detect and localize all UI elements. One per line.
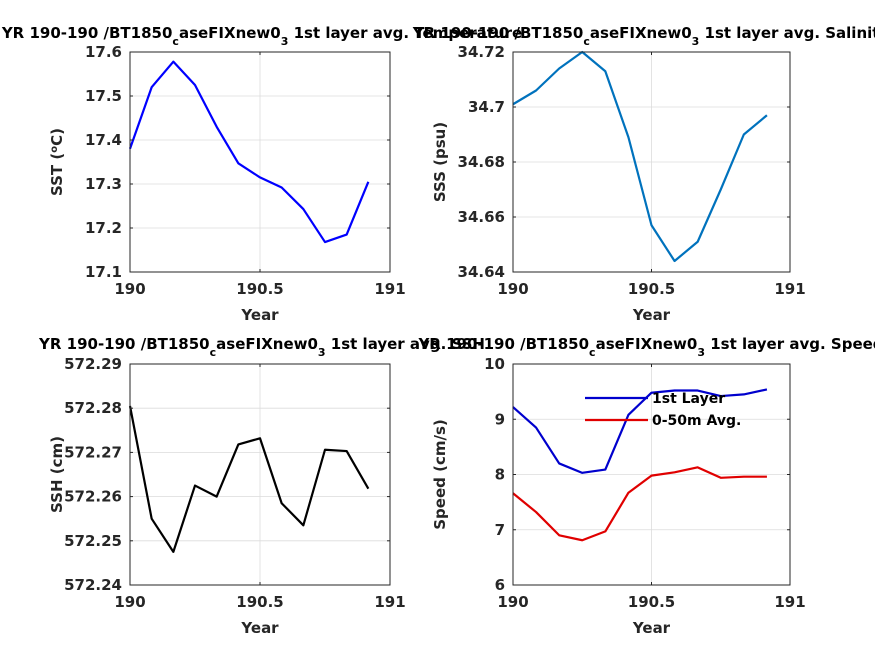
x-tick-label: 190.5 xyxy=(236,280,283,298)
title-part: aseFIXnew0 xyxy=(596,335,698,353)
series-line-1 xyxy=(128,60,370,244)
series-line-1 xyxy=(128,405,370,553)
grid xyxy=(512,51,791,273)
y-tick-label: 6 xyxy=(495,576,505,594)
grid xyxy=(129,363,391,586)
y-tick-label: 572.25 xyxy=(64,532,122,550)
y-tick-label: 8 xyxy=(495,466,505,484)
y-axis-label: SST (oC) xyxy=(48,128,66,196)
x-tick-label: 190.5 xyxy=(628,280,675,298)
chart-panel-4: 190 190.5 191 6 7 8 9 10 Year Speed (cm/s) YR 190-… xyxy=(417,335,875,637)
y-tick-label: 17.3 xyxy=(85,175,122,193)
legend: 1st Layer 0-50m Avg. xyxy=(585,391,741,429)
y-axis-label-superscript: o xyxy=(49,146,60,153)
title-subscript: 3 xyxy=(692,35,700,48)
y-tick-label: 572.27 xyxy=(64,443,122,461)
title-part: aseFIXnew0 xyxy=(590,24,692,42)
y-tick-label: 17.5 xyxy=(85,87,122,105)
x-tick-label: 190 xyxy=(497,280,528,298)
x-axis-label: Year xyxy=(240,306,279,324)
title-part: aseFIXnew0 xyxy=(179,24,281,42)
y-axis-label-unit: C) xyxy=(48,128,66,146)
y-tick-label: 34.72 xyxy=(458,43,505,61)
title-part: aseFIXnew0 xyxy=(216,335,318,353)
x-tick-label: 190.5 xyxy=(236,593,283,611)
title-subscript: c xyxy=(589,346,596,359)
x-tick-label: 191 xyxy=(774,593,805,611)
chart-panel-3: 190 190.5 191 572.24 572.25 572.26 572.27 572.2… xyxy=(38,335,485,637)
title-part: 1st layer avg. Temperature xyxy=(288,24,522,42)
x-tick-label: 191 xyxy=(374,593,405,611)
y-axis-label: SSS (psu) xyxy=(431,122,449,202)
y-tick-label: 572.29 xyxy=(64,355,122,373)
x-tick-label: 191 xyxy=(374,280,405,298)
title-part: YR 190-190 /BT1850 xyxy=(417,335,589,353)
y-tick-label: 9 xyxy=(495,410,505,428)
chart-panel-2: 190 190.5 191 34.64 34.66 34.68 34.7 34.72 Year S… xyxy=(412,24,875,324)
x-tick-label: 190 xyxy=(114,593,145,611)
chart-title: YR 190-190 /BT1850caseFIXnew03 1st layer… xyxy=(412,24,875,48)
chart-title: YR 190-190 /BT1850caseFIXnew03 1st layer… xyxy=(417,335,875,359)
x-tick-label: 191 xyxy=(774,280,805,298)
y-tick-label: 7 xyxy=(495,521,505,539)
series-line-1 xyxy=(512,50,768,263)
x-axis-label: Year xyxy=(632,306,671,324)
legend-label: 0-50m Avg. xyxy=(652,413,741,429)
chart-title: YR 190-190 /BT1850caseFIXnew03 1st layer… xyxy=(1,24,522,48)
x-tick-label: 190.5 xyxy=(628,593,675,611)
y-tick-label: 34.64 xyxy=(458,263,505,281)
title-part: 1st layer avg. Salinity xyxy=(699,24,875,42)
title-subscript: 3 xyxy=(697,346,705,359)
series-line-0-50m-avg- xyxy=(512,466,767,542)
x-axis-label: Year xyxy=(240,619,279,637)
x-tick-label: 190 xyxy=(497,593,528,611)
chart-title: YR 190-190 /BT1850caseFIXnew03 1st layer… xyxy=(38,335,485,359)
title-subscript: c xyxy=(583,35,590,48)
y-tick-label: 17.6 xyxy=(85,43,122,61)
y-axis-label: Speed (cm/s) xyxy=(431,419,449,530)
y-tick-label: 17.4 xyxy=(85,131,122,149)
title-part: 1st layer avg. SSH xyxy=(326,335,485,353)
y-tick-label: 572.26 xyxy=(64,488,122,506)
y-tick-label: 17.2 xyxy=(85,219,122,237)
title-part: 1st layer avg. Speed xyxy=(705,335,875,353)
y-tick-label: 17.1 xyxy=(85,263,122,281)
title-subscript: c xyxy=(210,346,217,359)
title-subscript: c xyxy=(172,35,179,48)
legend-label: 1st Layer xyxy=(652,391,725,407)
grid xyxy=(129,51,391,273)
y-tick-label: 572.24 xyxy=(64,576,122,594)
title-part: YR 190-190 /BT1850 xyxy=(38,335,210,353)
title-subscript: 3 xyxy=(318,346,326,359)
chart-panel-1: 190 190.5 191 17.1 17.2 17.3 17.4 17.5 17.6 Year S… xyxy=(1,24,522,324)
series-line-1st-layer xyxy=(512,388,768,474)
y-axis-label: SSH (cm) xyxy=(48,436,66,513)
title-subscript: 3 xyxy=(281,35,289,48)
y-tick-label: 572.28 xyxy=(64,399,122,417)
title-part: YR 190-190 /BT1850 xyxy=(1,24,173,42)
y-tick-label: 34.7 xyxy=(468,98,505,116)
y-tick-label: 34.66 xyxy=(458,208,505,226)
y-tick-label: 10 xyxy=(484,355,505,373)
x-axis-label: Year xyxy=(632,619,671,637)
y-tick-label: 34.68 xyxy=(458,153,505,171)
x-tick-label: 190 xyxy=(114,280,145,298)
title-part: YR 190-190 /BT1850 xyxy=(412,24,584,42)
